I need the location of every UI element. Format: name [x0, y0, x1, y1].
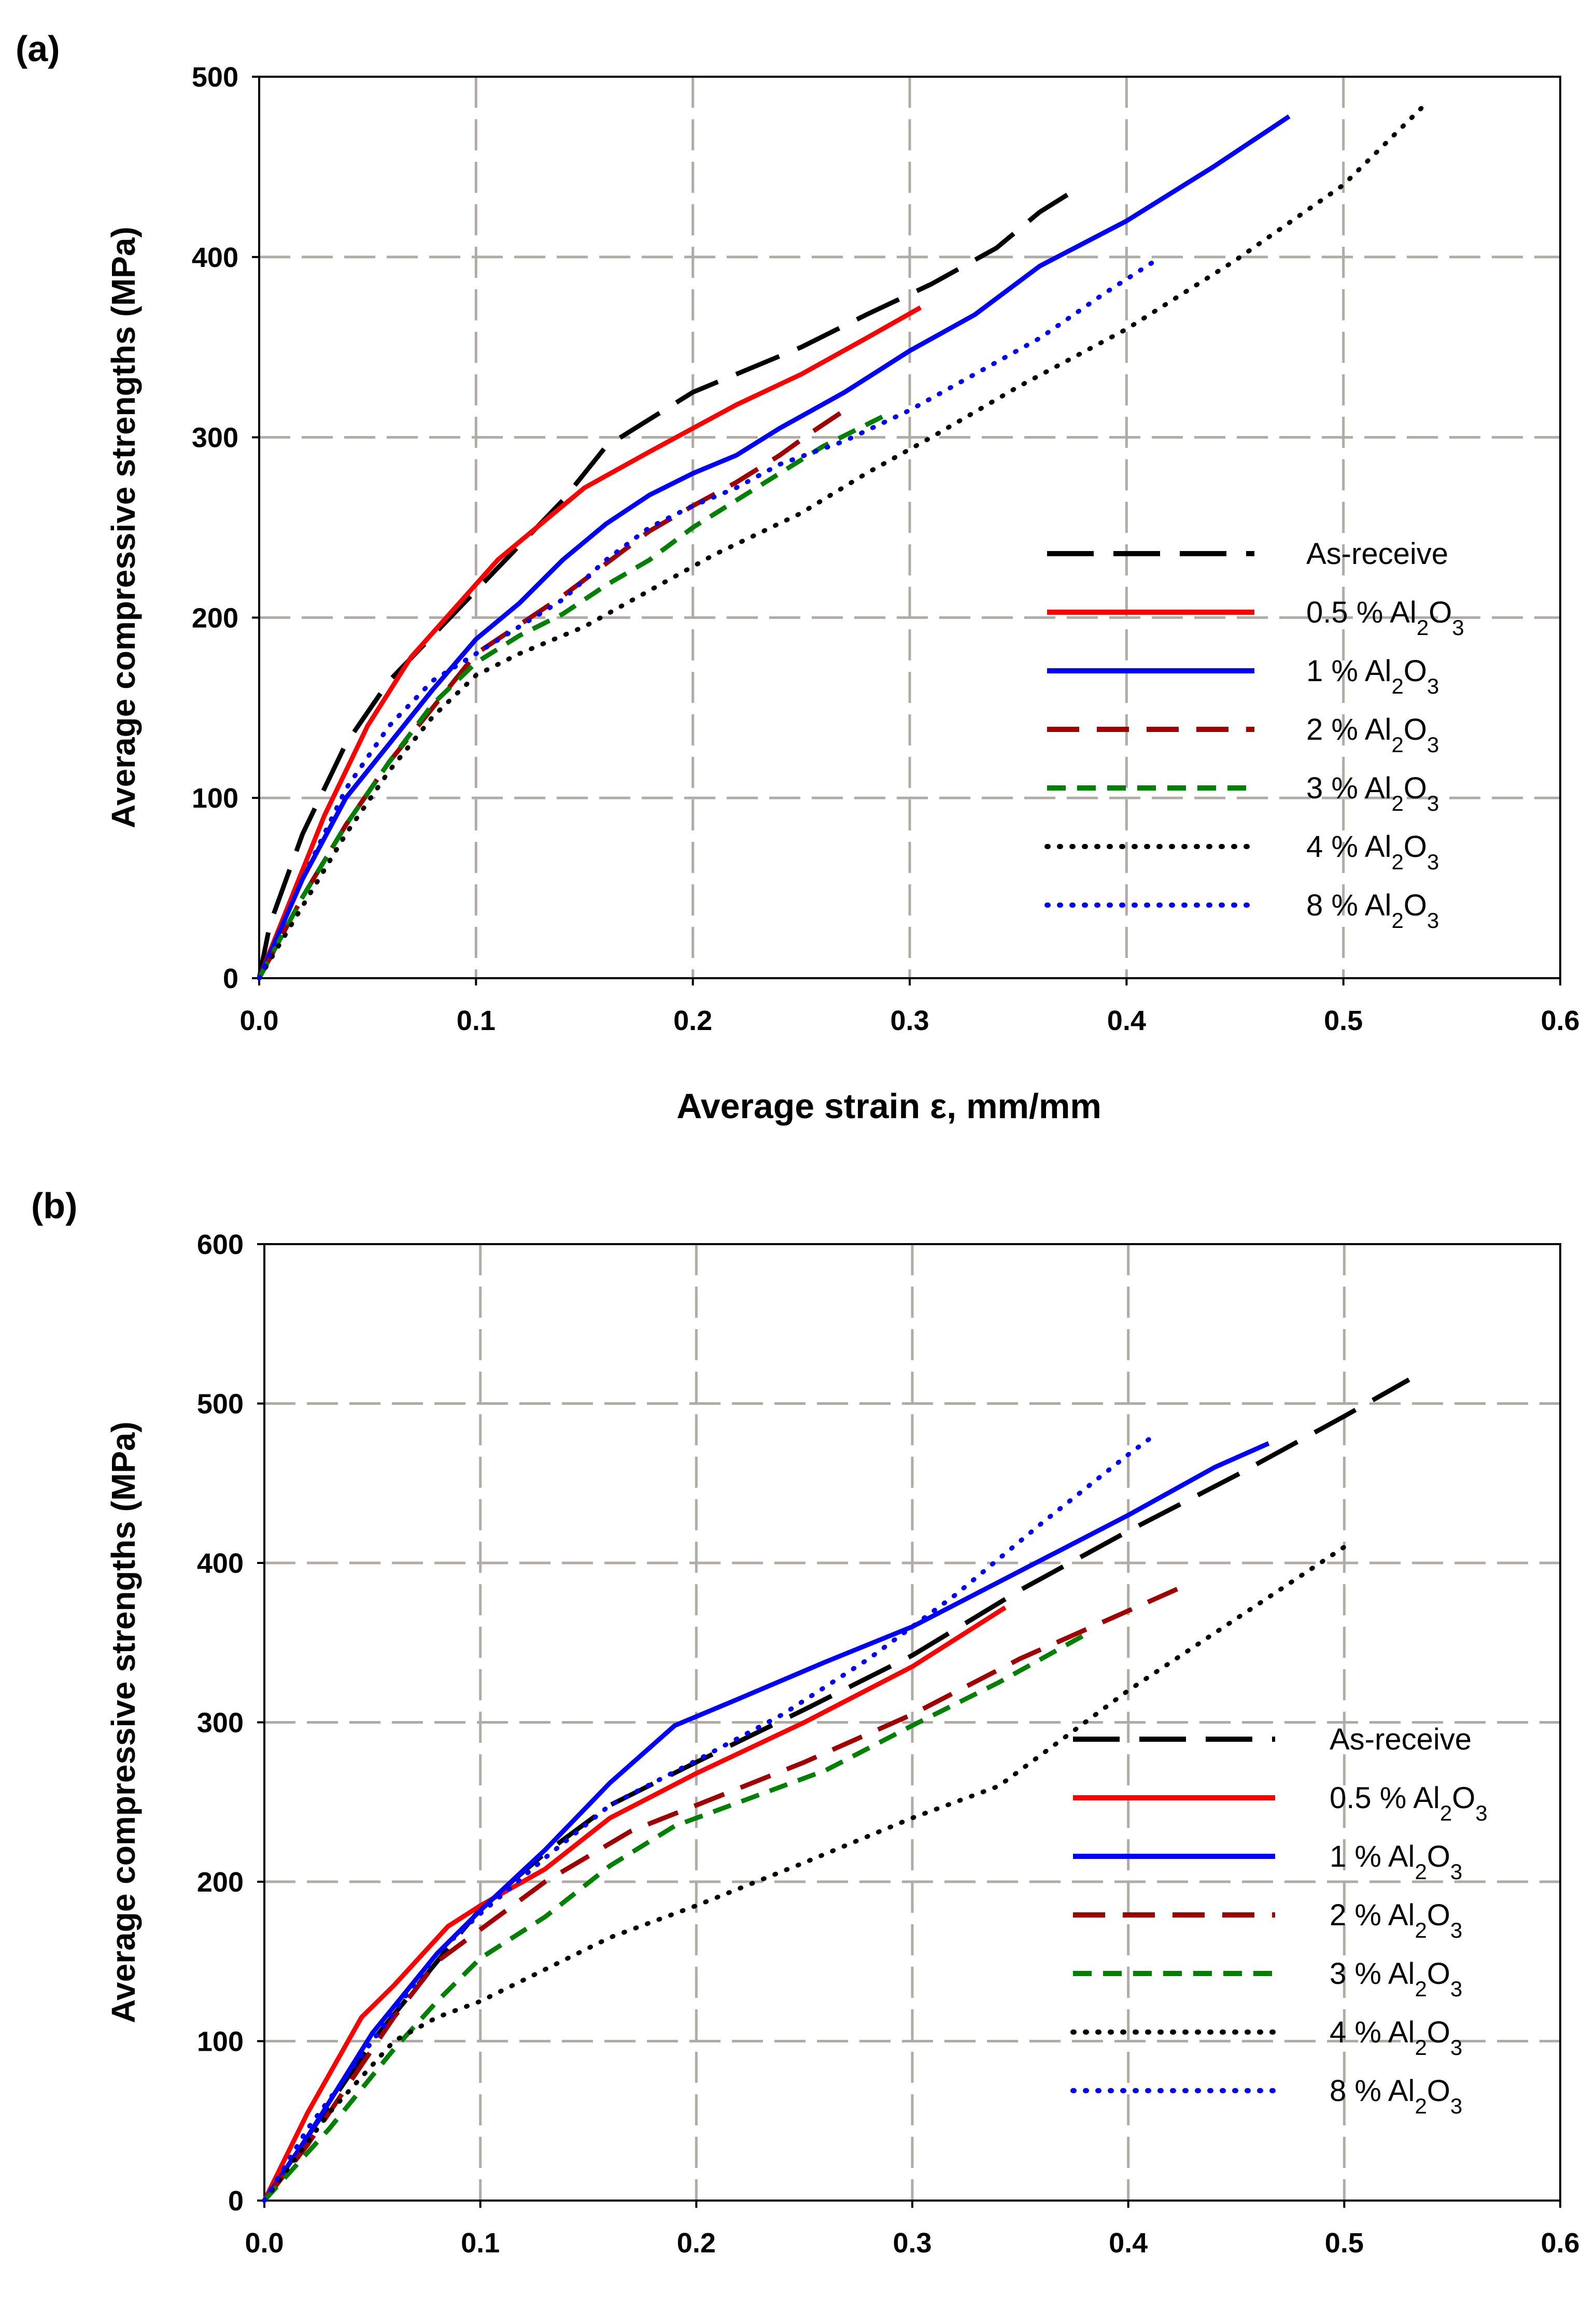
legend-label: 4 % Al2O3 [1306, 830, 1439, 874]
legend-label: As-receive [1306, 537, 1448, 571]
y-axis-label: Average compressive strengths (MPa) [105, 227, 142, 828]
y-tick-label: 600 [197, 1229, 244, 1260]
legend-label: 3 % Al2O3 [1306, 771, 1439, 815]
series-line-7 [257, 260, 1155, 981]
legend-label: 8 % Al2O3 [1306, 889, 1439, 933]
y-tick-label: 0 [223, 963, 238, 994]
x-tick-label: 0.2 [677, 2228, 716, 2259]
x-axis-label: Average strain ε, mm/mm [679, 2309, 1104, 2312]
x-tick-label: 0.6 [1541, 2228, 1579, 2259]
y-tick-label: 500 [197, 1389, 244, 1420]
series-line-1 [257, 182, 1085, 979]
legend-label: 1 % Al2O3 [1306, 654, 1439, 698]
y-axis-label: Average compressive strengths (MPa) [105, 1421, 142, 2023]
series-line-4 [262, 1584, 1183, 2202]
y-tick-label: 200 [192, 602, 238, 633]
series-line-6 [257, 101, 1429, 981]
y-tick-label: 200 [197, 1867, 244, 1898]
x-tick-label: 0.2 [673, 1005, 712, 1036]
y-tick-label: 300 [197, 1708, 244, 1739]
y-tick-label: 0 [228, 2186, 244, 2217]
y-tick-label: 500 [192, 62, 238, 93]
x-tick-label: 0.0 [239, 1005, 278, 1036]
panel-label: (b) [31, 1186, 77, 1226]
series-line-7 [262, 1436, 1152, 2203]
y-tick-label: 400 [192, 242, 238, 273]
x-tick-label: 0.1 [461, 2228, 500, 2259]
series-line-4 [257, 408, 846, 980]
series-line-3 [257, 114, 1291, 979]
chart-panel-1: (a) 0.0 0.1 0.2 0.3 0.4 0.5 0.6 0 100 200 300 400 500… [16, 29, 1580, 1126]
x-axis-label: Average strain ε, mm/mm [676, 1087, 1101, 1126]
series-line-6 [262, 1544, 1347, 2203]
y-tick-label: 100 [197, 2026, 244, 2057]
legend-label: 0.5 % Al2O3 [1306, 596, 1464, 640]
legend-label: 8 % Al2O3 [1330, 2074, 1462, 2118]
x-tick-label: 0.6 [1541, 1005, 1579, 1036]
y-tick-label: 100 [192, 783, 238, 814]
series-line-5 [262, 1632, 1086, 2203]
series-line-5 [257, 412, 889, 980]
x-tick-label: 0.0 [245, 2228, 284, 2259]
x-tick-label: 0.5 [1324, 1005, 1363, 1036]
legend: As-receive 0.5 % Al2O3 1 % Al2O3 2 % Al2O3 3… [1070, 1723, 1488, 2118]
x-tick-label: 0.3 [893, 2228, 931, 2259]
x-tick-label: 0.1 [457, 1005, 496, 1036]
legend: As-receive 0.5 % Al2O3 1 % Al2O3 2 % Al2O3 3… [1044, 537, 1464, 933]
legend-label: As-receive [1330, 1723, 1472, 1756]
legend-label: 2 % Al2O3 [1330, 1898, 1462, 1942]
legend-label: 3 % Al2O3 [1330, 1957, 1462, 2001]
legend-label: 0.5 % Al2O3 [1330, 1781, 1488, 1825]
series-line-2 [257, 305, 922, 979]
legend-label: 1 % Al2O3 [1330, 1840, 1462, 1884]
x-tick-label: 0.5 [1325, 2228, 1364, 2259]
x-tick-label: 0.4 [1109, 2228, 1148, 2259]
series-line-1 [262, 1377, 1410, 2202]
panel-label: (a) [16, 29, 60, 69]
legend-label: 2 % Al2O3 [1306, 713, 1439, 757]
chart-panel-2: (b) 0.0 0.1 0.2 0.3 0.4 0.5 0.6 0 100 200 300 400 500… [31, 1186, 1580, 2312]
series-line-2 [262, 1605, 1007, 2202]
x-tick-label: 0.4 [1107, 1005, 1146, 1036]
legend-label: 4 % Al2O3 [1330, 2015, 1462, 2060]
y-tick-label: 400 [197, 1548, 244, 1579]
y-tick-label: 300 [192, 422, 238, 454]
x-tick-label: 0.3 [890, 1005, 929, 1036]
series-line-3 [262, 1441, 1270, 2202]
